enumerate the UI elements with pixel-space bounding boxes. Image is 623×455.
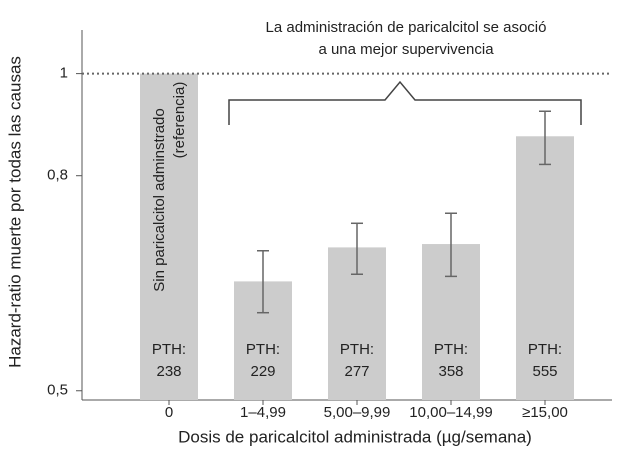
pth-label: 229 <box>250 363 275 380</box>
pth-label: PTH: <box>528 341 562 358</box>
reference-label: (referencia) <box>171 82 188 159</box>
annotation: a una mejor supervivencia <box>318 41 494 58</box>
pth-label: 358 <box>438 363 463 380</box>
y-tick-label: 0,5 <box>47 382 68 399</box>
y-tick-label: 1 <box>60 65 68 82</box>
x-tick-label: 5,00–9,99 <box>324 404 391 421</box>
x-tick-label: 1–4,99 <box>240 404 286 421</box>
pth-label: PTH: <box>246 341 280 358</box>
x-tick-label: ≥15,00 <box>522 404 568 421</box>
x-axis-title: Dosis de paricalcitol administrada (µg/s… <box>178 427 532 446</box>
bracket <box>228 80 582 125</box>
pth-label: PTH: <box>434 341 468 358</box>
reference-label: Sin paricalcitol adminstrado <box>151 108 168 291</box>
annotation: La administración de paricalcitol se aso… <box>266 19 547 36</box>
bar <box>140 73 198 400</box>
y-tick-label: 0,8 <box>47 167 68 184</box>
x-tick-label: 0 <box>165 404 173 421</box>
pth-label: 238 <box>156 363 181 380</box>
pth-label: 277 <box>344 363 369 380</box>
pth-label: PTH: <box>152 341 186 358</box>
x-tick-label: 10,00–14,99 <box>409 404 492 421</box>
pth-label: 555 <box>532 363 557 380</box>
bar <box>516 136 574 400</box>
y-axis-title: Hazard-ratio muerte por todas las causas <box>5 56 24 368</box>
pth-label: PTH: <box>340 341 374 358</box>
